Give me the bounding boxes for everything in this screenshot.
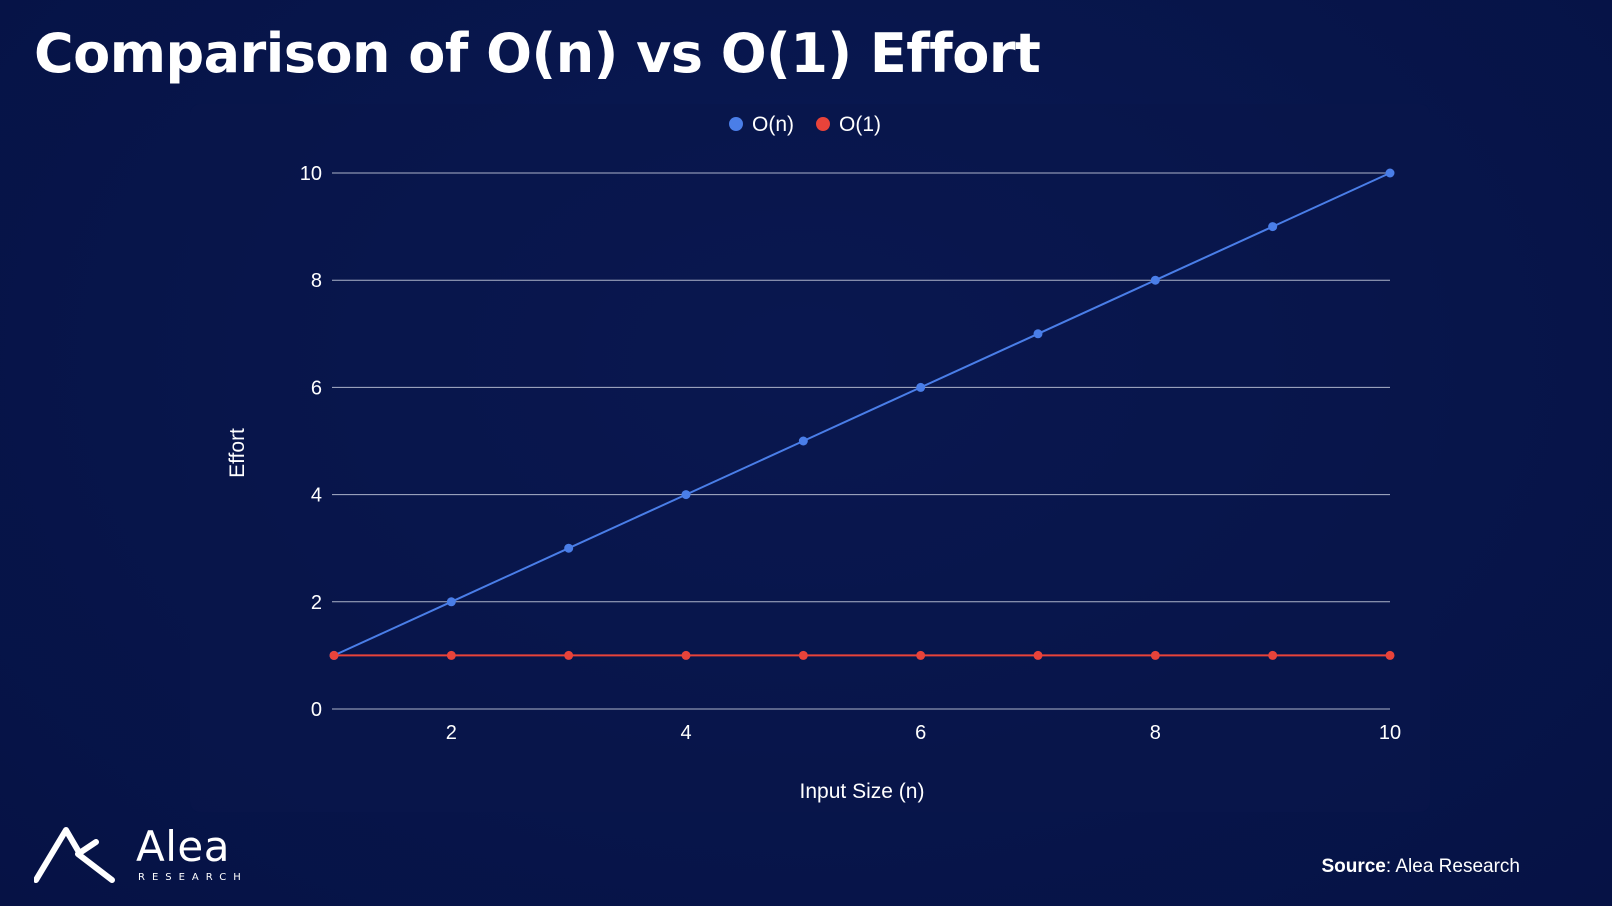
alea-logo: Alea RESEARCH bbox=[33, 822, 254, 890]
chart-panel bbox=[190, 104, 1430, 812]
legend-marker bbox=[816, 117, 830, 131]
data-point bbox=[1385, 650, 1395, 660]
grid-lines bbox=[332, 172, 1390, 710]
data-point bbox=[564, 543, 574, 553]
y-tick-label: 8 bbox=[311, 270, 322, 292]
y-tick-label: 4 bbox=[311, 485, 322, 507]
data-point bbox=[446, 650, 456, 660]
x-axis-label: Input Size (n) bbox=[800, 780, 925, 803]
legend-marker bbox=[729, 117, 743, 131]
data-point bbox=[681, 650, 691, 660]
data-point bbox=[564, 650, 574, 660]
y-tick-label: 2 bbox=[311, 592, 322, 614]
data-point bbox=[916, 382, 926, 392]
y-tick-label: 10 bbox=[300, 163, 322, 185]
alea-logo-mark-icon bbox=[33, 827, 115, 883]
y-tick-label: 6 bbox=[311, 377, 322, 399]
data-point bbox=[798, 436, 808, 446]
data-point bbox=[446, 597, 456, 607]
data-point bbox=[916, 650, 926, 660]
series bbox=[329, 168, 1395, 660]
legend-item[interactable]: O(n) bbox=[729, 113, 794, 136]
data-point bbox=[1150, 650, 1160, 660]
data-point bbox=[1385, 168, 1395, 178]
logo-subtitle: RESEARCH bbox=[138, 872, 248, 883]
series-o1 bbox=[329, 650, 1395, 660]
x-tick-label: 6 bbox=[915, 722, 926, 744]
x-tick-label: 10 bbox=[1379, 722, 1401, 744]
legend-item[interactable]: O(1) bbox=[816, 113, 881, 136]
source-text: : Alea Research bbox=[1385, 856, 1520, 877]
data-point bbox=[1268, 222, 1278, 232]
x-tick-label: 4 bbox=[680, 722, 691, 744]
y-axis-label: Effort bbox=[226, 428, 249, 478]
data-point bbox=[1033, 650, 1043, 660]
source-label: Source bbox=[1321, 856, 1386, 877]
legend[interactable]: O(n) O(1) bbox=[729, 113, 881, 136]
series-line bbox=[333, 172, 1391, 657]
y-tick-labels: 0 2 4 6 8 10 bbox=[300, 163, 322, 721]
data-point bbox=[1150, 275, 1160, 285]
x-tick-label: 8 bbox=[1150, 722, 1161, 744]
y-tick-label: 0 bbox=[311, 699, 322, 721]
data-point bbox=[681, 490, 691, 500]
legend-label: O(n) bbox=[752, 113, 794, 136]
data-point bbox=[329, 650, 339, 660]
page-title: Comparison of O(n) vs O(1) Effort bbox=[34, 22, 1041, 85]
x-tick-labels: 2 4 6 8 10 bbox=[446, 722, 1401, 744]
data-point bbox=[1268, 650, 1278, 660]
source-note: Source: Alea Research bbox=[1321, 856, 1520, 878]
logo-name: Alea bbox=[136, 822, 230, 871]
legend-label: O(1) bbox=[839, 113, 881, 136]
data-point bbox=[798, 650, 808, 660]
x-tick-label: 2 bbox=[446, 722, 457, 744]
data-point bbox=[1033, 329, 1043, 339]
series-on bbox=[329, 168, 1395, 660]
